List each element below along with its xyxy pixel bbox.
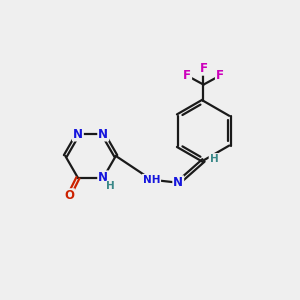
Text: F: F (200, 62, 208, 75)
Text: N: N (98, 128, 108, 141)
Text: N: N (73, 128, 83, 141)
Text: NH: NH (143, 175, 160, 185)
Text: O: O (64, 189, 74, 202)
Text: H: H (209, 154, 218, 164)
Text: N: N (98, 171, 108, 184)
Text: N: N (173, 176, 183, 189)
Text: F: F (183, 69, 191, 82)
Text: H: H (106, 181, 115, 191)
Text: F: F (216, 69, 224, 82)
